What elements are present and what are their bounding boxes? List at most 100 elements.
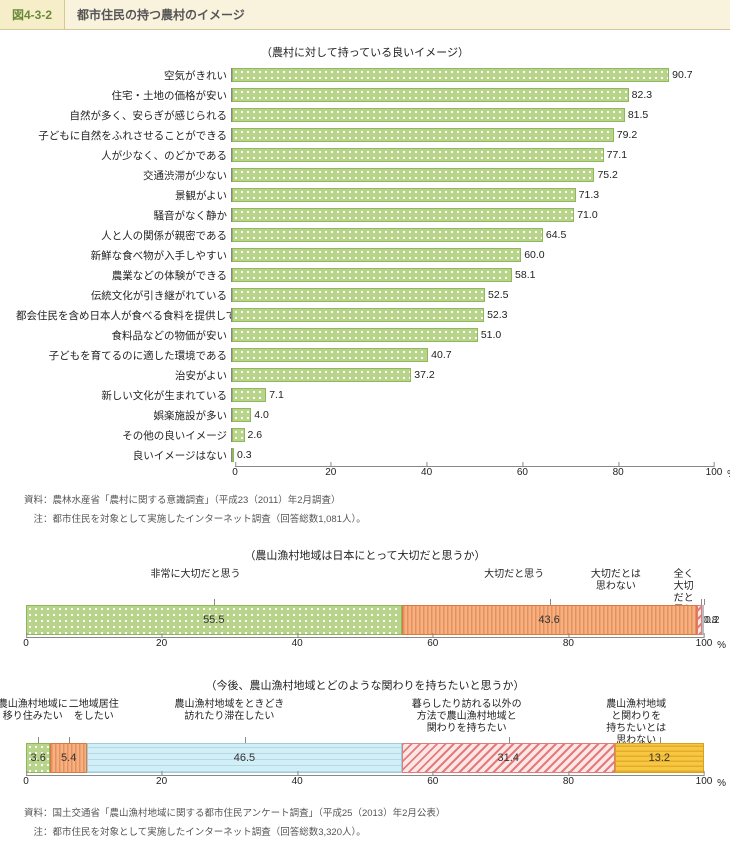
- hbar-fill: 71.0: [232, 208, 574, 222]
- hbar-label: 農業などの体験ができる: [16, 268, 231, 283]
- stacked-segment: 13.2: [615, 743, 704, 773]
- hbar-label: 新鮮な食べ物が入手しやすい: [16, 248, 231, 263]
- segment-label: 農山漁村地域をときどき訪れたり滞在したい: [175, 699, 285, 723]
- hbar-row: 人が少なく、のどかである 77.1: [16, 146, 714, 164]
- hbar-row: 都会住民を含め日本人が食べる食料を提供している52.3: [16, 306, 714, 324]
- hbar-value: 52.3: [487, 309, 507, 321]
- hbar-track: 0.3: [231, 448, 714, 462]
- hbar-fill: 2.6: [232, 428, 245, 442]
- hbar-track: 71.3: [231, 188, 714, 202]
- hbar-row: 子どもに自然をふれさせることができる79.2: [16, 126, 714, 144]
- figure-header: 図4-3-2 都市住民の持つ農村のイメージ: [0, 0, 730, 30]
- hbar-value: 4.0: [254, 409, 269, 421]
- chart2: （農山漁村地域は日本にとって大切だと思うか） 非常に大切だと思う 大切だと思う 大切…: [0, 533, 730, 663]
- hbar-value: 0.3: [237, 449, 252, 461]
- hbar-label: 治安がよい: [16, 368, 231, 383]
- hbar-label: 食料品などの物価が安い: [16, 328, 231, 343]
- hbar-label: 娯楽施設が多い: [16, 408, 231, 423]
- hbar-track: 71.0: [231, 208, 714, 222]
- hbar-label: 子どもを育てるのに適した環境である: [16, 348, 231, 363]
- segment-label: 大切だと思う: [484, 569, 544, 581]
- hbar-label: 人と人の関係が親密である: [16, 228, 231, 243]
- segment-label: 農山漁村地域に移り住みたい: [0, 699, 68, 723]
- hbar-label: 交通渋滞が少ない: [16, 168, 231, 183]
- segment-label: 大切だとは思わない: [591, 569, 641, 593]
- hbar-value: 52.5: [488, 289, 508, 301]
- stacked-segment: 46.5: [87, 743, 402, 773]
- hbar-value: 77.1: [607, 149, 627, 161]
- chart1-note: 注：都市住民を対象として実施したインターネット調査（回答総数1,081人）。: [16, 509, 714, 528]
- hbar-row: 景観がよい71.3: [16, 186, 714, 204]
- hbar-track: 81.5: [231, 108, 714, 122]
- hbar-label: 空気がきれい: [16, 68, 231, 83]
- hbar-label: 人が少なく、のどかである: [16, 148, 231, 163]
- segment-label: 二地域居住をしたい: [69, 699, 119, 723]
- hbar-label: 子どもに自然をふれさせることができる: [16, 128, 231, 143]
- hbar-label: 景観がよい: [16, 188, 231, 203]
- hbar-row: 伝統文化が引き継がれている 52.5: [16, 286, 714, 304]
- hbar-value: 60.0: [524, 249, 544, 261]
- hbar-track: 52.3: [231, 308, 714, 322]
- hbar-track: 2.6: [231, 428, 714, 442]
- hbar-track: 90.7: [231, 68, 714, 82]
- hbar-track: 4.0: [231, 408, 714, 422]
- stacked-segment: 43.6: [402, 605, 697, 635]
- chart2-subtitle: （農山漁村地域は日本にとって大切だと思うか）: [16, 547, 714, 563]
- stacked-segment: 31.4: [402, 743, 615, 773]
- hbar-track: 7.1: [231, 388, 714, 402]
- chart3-labels: 農山漁村地域に移り住みたい二地域居住をしたい農山漁村地域をときどき訪れたり滞在し…: [26, 699, 704, 743]
- chart3-bar: 3.65.446.531.413.2: [26, 743, 704, 773]
- hbar-label: 良いイメージはない: [16, 448, 231, 463]
- hbar-track: 79.2: [231, 128, 714, 142]
- chart1: （農村に対して持っている良いイメージ） 空気がきれい90.7住宅・土地の価格が安…: [0, 30, 730, 533]
- hbar-value: 40.7: [431, 349, 451, 361]
- stacked-segment: 5.4: [50, 743, 87, 773]
- chart3: （今後、農山漁村地域とどのような関わりを持ちたいと思うか） 農山漁村地域に移り住…: [0, 663, 730, 845]
- hbar-fill: 4.0: [232, 408, 251, 422]
- chart3-note: 注：都市住民を対象として実施したインターネット調査（回答総数3,320人）。: [16, 822, 714, 841]
- chart1-xaxis: 020406080100%: [235, 466, 714, 490]
- hbar-fill: 52.3: [232, 308, 484, 322]
- hbar-track: 60.0: [231, 248, 714, 262]
- hbar-track: 82.3: [231, 88, 714, 102]
- hbar-row: 騒音がなく静か71.0: [16, 206, 714, 224]
- hbar-row: 交通渋滞が少ない 75.2: [16, 166, 714, 184]
- hbar-track: 75.2: [231, 168, 714, 182]
- hbar-row: 子どもを育てるのに適した環境である40.7: [16, 346, 714, 364]
- chart2-xaxis: 020406080100%: [26, 637, 704, 659]
- hbar-fill: 64.5: [232, 228, 543, 242]
- hbar-fill: 37.2: [232, 368, 411, 382]
- segment-label: 非常に大切だと思う: [151, 569, 241, 581]
- hbar-row: 治安がよい37.2: [16, 366, 714, 384]
- hbar-label: 自然が多く、安らぎが感じられる: [16, 108, 231, 123]
- hbar-label: その他の良いイメージ: [16, 428, 231, 443]
- stacked-segment: 3.6: [26, 743, 50, 773]
- hbar-value: 81.5: [628, 109, 648, 121]
- hbar-row: 食料品などの物価が安い51.0: [16, 326, 714, 344]
- hbar-value: 58.1: [515, 269, 535, 281]
- hbar-track: 58.1: [231, 268, 714, 282]
- hbar-fill: 0.3: [232, 448, 234, 462]
- hbar-label: 騒音がなく静か: [16, 208, 231, 223]
- stacked-segment: 55.5: [26, 605, 402, 635]
- hbar-track: 64.5: [231, 228, 714, 242]
- figure-title: 都市住民の持つ農村のイメージ: [65, 0, 257, 29]
- hbar-row: 新鮮な食べ物が入手しやすい 60.0: [16, 246, 714, 264]
- hbar-track: 77.1: [231, 148, 714, 162]
- chart3-subtitle: （今後、農山漁村地域とどのような関わりを持ちたいと思うか）: [16, 677, 714, 693]
- hbar-value: 37.2: [414, 369, 434, 381]
- hbar-value: 75.2: [597, 169, 617, 181]
- stacked-segment: 0.2: [702, 605, 704, 635]
- hbar-fill: 71.3: [232, 188, 576, 202]
- hbar-row: 自然が多く、安らぎが感じられる81.5: [16, 106, 714, 124]
- chart1-subtitle: （農村に対して持っている良いイメージ）: [16, 44, 714, 60]
- hbar-value: 2.6: [248, 429, 263, 441]
- hbar-fill: 40.7: [232, 348, 428, 362]
- hbar-row: 新しい文化が生まれている7.1: [16, 386, 714, 404]
- hbar-fill: 81.5: [232, 108, 625, 122]
- hbar-value: 7.1: [269, 389, 284, 401]
- hbar-label: 伝統文化が引き継がれている: [16, 288, 231, 303]
- hbar-row: 人と人の関係が親密である64.5: [16, 226, 714, 244]
- hbar-row: 空気がきれい90.7: [16, 66, 714, 84]
- hbar-fill: 58.1: [232, 268, 512, 282]
